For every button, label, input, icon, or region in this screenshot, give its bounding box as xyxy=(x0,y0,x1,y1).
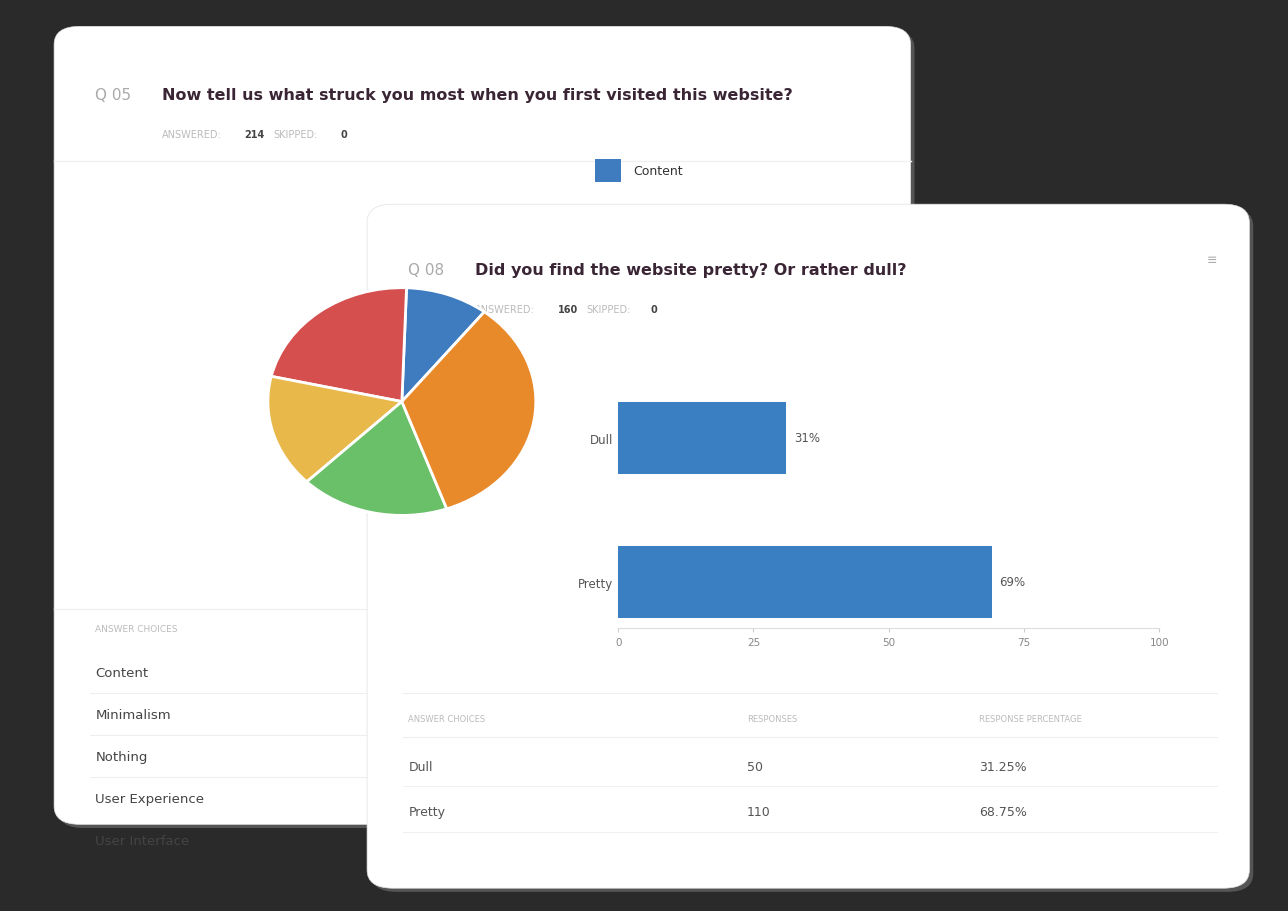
Text: 68.75%: 68.75% xyxy=(979,805,1027,818)
Text: 0: 0 xyxy=(340,130,346,139)
Text: 214: 214 xyxy=(245,130,265,139)
Text: Q 05: Q 05 xyxy=(95,88,131,103)
FancyBboxPatch shape xyxy=(371,209,1253,892)
Text: Nothing: Nothing xyxy=(95,750,148,763)
Text: User Experience: User Experience xyxy=(634,333,735,347)
Bar xyxy=(618,546,992,618)
Text: Dull: Dull xyxy=(408,760,433,773)
Text: RESPONSES: RESPONSES xyxy=(747,714,797,723)
Text: 160: 160 xyxy=(558,305,578,314)
Text: Content: Content xyxy=(634,164,684,178)
FancyBboxPatch shape xyxy=(367,205,1249,888)
Wedge shape xyxy=(307,402,447,516)
Bar xyxy=(618,403,786,475)
Text: Content: Content xyxy=(95,666,148,680)
Text: 69%: 69% xyxy=(999,576,1025,589)
Text: 0: 0 xyxy=(650,305,657,314)
FancyBboxPatch shape xyxy=(595,386,621,409)
Text: SKIPPED:: SKIPPED: xyxy=(586,305,630,314)
Text: Did you find the website pretty? Or rather dull?: Did you find the website pretty? Or rath… xyxy=(475,263,907,278)
Text: Nothing: Nothing xyxy=(634,277,683,291)
Wedge shape xyxy=(268,377,402,482)
Text: User Interface: User Interface xyxy=(634,390,723,404)
Text: Minimalism: Minimalism xyxy=(95,708,171,722)
Text: 50: 50 xyxy=(747,760,762,773)
Text: User Experience: User Experience xyxy=(95,792,205,805)
Text: 31%: 31% xyxy=(793,432,820,445)
Text: SKIPPED:: SKIPPED: xyxy=(273,130,317,139)
FancyBboxPatch shape xyxy=(595,273,621,296)
Text: User Interface: User Interface xyxy=(95,834,189,847)
Text: Q 08: Q 08 xyxy=(408,263,444,278)
Text: Pretty: Pretty xyxy=(408,805,446,818)
Text: 31.25%: 31.25% xyxy=(979,760,1027,773)
Text: Now tell us what struck you most when you first visited this website?: Now tell us what struck you most when yo… xyxy=(162,88,793,103)
FancyBboxPatch shape xyxy=(595,160,621,183)
Text: ANSWER CHOICES: ANSWER CHOICES xyxy=(95,625,178,634)
Text: ANSWER CHOICES: ANSWER CHOICES xyxy=(408,714,486,723)
Wedge shape xyxy=(402,312,536,509)
Text: ANSWERED:: ANSWERED: xyxy=(162,130,222,139)
Text: 110: 110 xyxy=(747,805,770,818)
Text: ≡: ≡ xyxy=(1207,254,1217,267)
FancyBboxPatch shape xyxy=(58,31,914,828)
Text: RESPONSE PERCENTAGE: RESPONSE PERCENTAGE xyxy=(979,714,1082,723)
Text: ANSWERED:: ANSWERED: xyxy=(475,305,535,314)
Wedge shape xyxy=(272,289,407,402)
FancyBboxPatch shape xyxy=(595,330,621,353)
FancyBboxPatch shape xyxy=(54,27,911,824)
Wedge shape xyxy=(402,289,484,402)
Text: Minimalism: Minimalism xyxy=(634,220,705,234)
FancyBboxPatch shape xyxy=(595,217,621,239)
